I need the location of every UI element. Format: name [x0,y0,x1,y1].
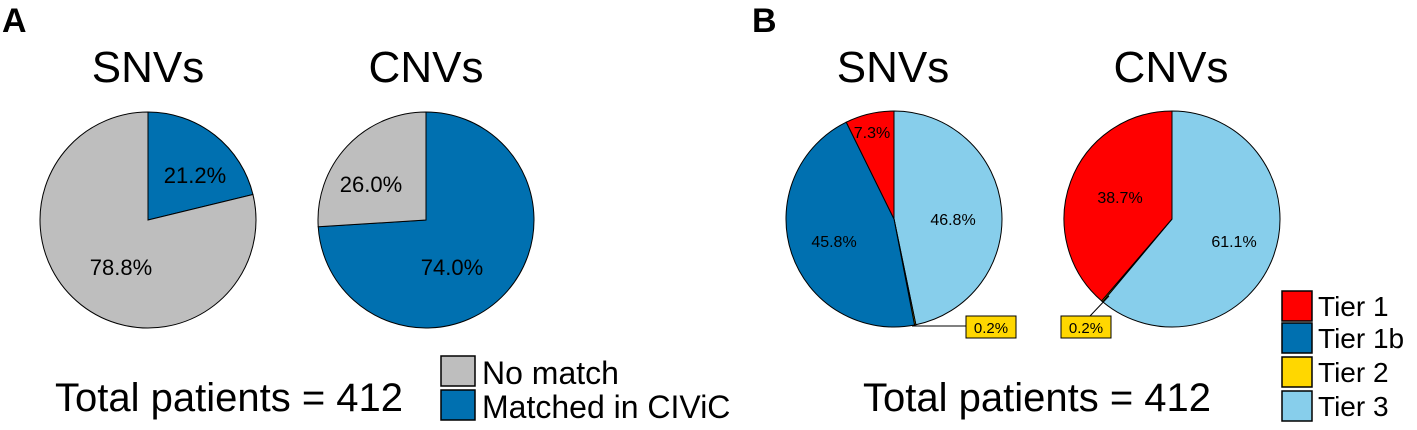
label-b-snvs-tier1: 7.3% [854,125,890,142]
pie-title-a-snvs: SNVs [92,43,204,92]
legend-label-matched: Matched in CIViC [482,389,730,425]
panel-letter-a: A [2,2,27,40]
legend-label-tier2: Tier 2 [1318,357,1389,388]
label-b-snvs-tier3: 46.8% [930,212,975,229]
legend-swatch-tier1 [1281,290,1313,322]
pie-slice-tier-3 [1101,110,1281,328]
pie-a-snvs [39,111,257,329]
label-b-snvs-tier1b: 45.8% [811,234,856,251]
legend-swatch-matched [440,389,476,421]
pie-slice-matched-in-civic [147,111,254,221]
legend-swatch-no-match [440,355,476,387]
pie-slice-no-match [39,111,257,329]
label-b-cnvs-tier1: 38.7% [1097,190,1142,207]
legend-swatch-tier3 [1281,390,1313,422]
pie-slice-tier-3 [893,110,1003,326]
total-patients-b: Total patients = 412 [863,376,1211,420]
label-a-snvs-nomatch: 78.8% [90,255,152,280]
legend-swatch-tier2 [1281,356,1313,388]
label-a-cnvs-nomatch: 26.0% [340,172,402,197]
pie-title-b-cnvs: CNVs [1114,43,1229,92]
legend-label-tier1: Tier 1 [1318,291,1389,322]
legend-swatch-tier1b [1281,322,1313,354]
pie-slice-tier-1 [845,110,895,220]
label-a-snvs-matched: 21.2% [164,163,226,188]
legend-label-no-match: No match [482,355,619,391]
label-b-snvs-tier2: 0.2% [974,320,1008,337]
label-b-cnvs-tier2: 0.2% [1069,320,1103,337]
callout-box-b-snvs [965,315,1017,339]
pie-title-a-cnvs: CNVs [369,43,484,92]
callout-box-b-cnvs [1060,315,1112,339]
pie-b-snvs [785,110,1003,328]
pie-slice-tier-1b [785,121,916,328]
legend-label-tier3: Tier 3 [1318,391,1389,422]
callout-line-b-cnvs [1089,295,1110,317]
label-a-cnvs-matched: 74.0% [421,255,483,280]
total-patients-a: Total patients = 412 [55,376,403,420]
label-b-cnvs-tier3: 61.1% [1211,234,1256,251]
legend-label-tier1b: Tier 1b [1318,323,1404,354]
pie-title-b-snvs: SNVs [837,43,949,92]
pie-b-cnvs [1063,110,1281,328]
panel-letter-b: B [752,2,777,40]
pie-slice-no-match [317,111,427,228]
pie-a-cnvs [317,111,535,329]
pie-slice-tier-1 [1063,110,1173,302]
